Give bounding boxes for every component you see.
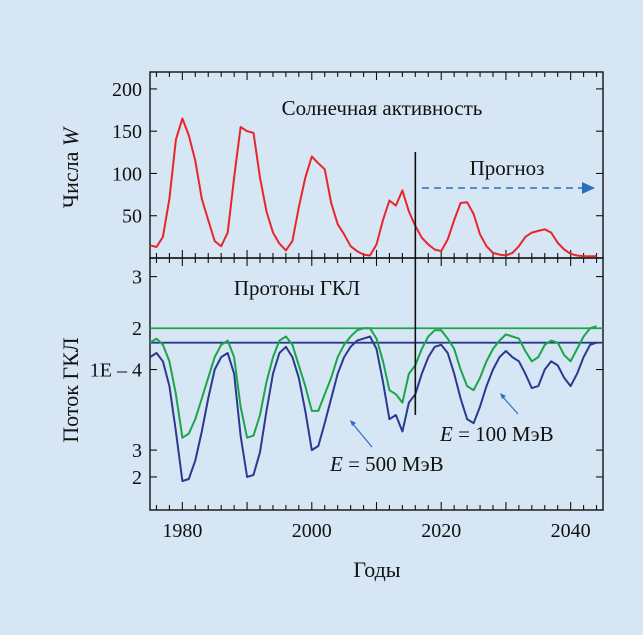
series-line-top-0 bbox=[149, 117, 597, 258]
energy-500-arrowhead bbox=[350, 420, 356, 426]
energy-100-label: E = 100 МэВ bbox=[439, 422, 554, 446]
x-tick-label: 2040 bbox=[551, 520, 591, 542]
y-tick-label-top: 150 bbox=[112, 121, 142, 143]
y-tick-label-top: 50 bbox=[122, 206, 142, 228]
solar-activity-label: Солнечная активность bbox=[282, 96, 483, 120]
energy-100-arrowhead bbox=[500, 393, 506, 399]
y-tick-label-bottom: 1E – 4 bbox=[90, 360, 142, 382]
y-tick-label-bottom: 2 bbox=[132, 318, 142, 340]
series-line-bottom-0 bbox=[149, 325, 597, 439]
y-tick-label-bottom: 3 bbox=[132, 440, 142, 462]
x-tick-label: 2020 bbox=[421, 520, 461, 542]
y-tick-label-bottom: 2 bbox=[132, 467, 142, 489]
energy-500-label: E = 500 МэВ bbox=[329, 452, 444, 476]
forecast-arrowhead bbox=[582, 182, 595, 194]
x-axis-label: Годы bbox=[353, 557, 400, 582]
x-tick-label: 2000 bbox=[292, 520, 332, 542]
energy-100-pointer bbox=[501, 395, 519, 415]
bottom-y-axis-label: Поток ГКЛ bbox=[58, 337, 83, 443]
forecast-label: Прогноз bbox=[470, 156, 545, 180]
energy-500-pointer bbox=[351, 422, 373, 448]
top-y-axis-label: Числа W bbox=[58, 126, 83, 208]
x-tick-label: 1980 bbox=[162, 520, 202, 542]
y-tick-label-bottom: 3 bbox=[132, 267, 142, 289]
top-panel: 50 100 150 200 bbox=[112, 72, 603, 258]
gcr-protons-label: Протоны ГКЛ bbox=[234, 276, 360, 300]
series-line-bottom-1 bbox=[149, 335, 597, 483]
y-tick-label-top: 200 bbox=[112, 79, 142, 101]
bottom-panel: 1980 2000 2020 2040 3 2 1E – 4 3 2 bbox=[90, 258, 603, 542]
y-tick-label-top: 100 bbox=[112, 163, 142, 185]
